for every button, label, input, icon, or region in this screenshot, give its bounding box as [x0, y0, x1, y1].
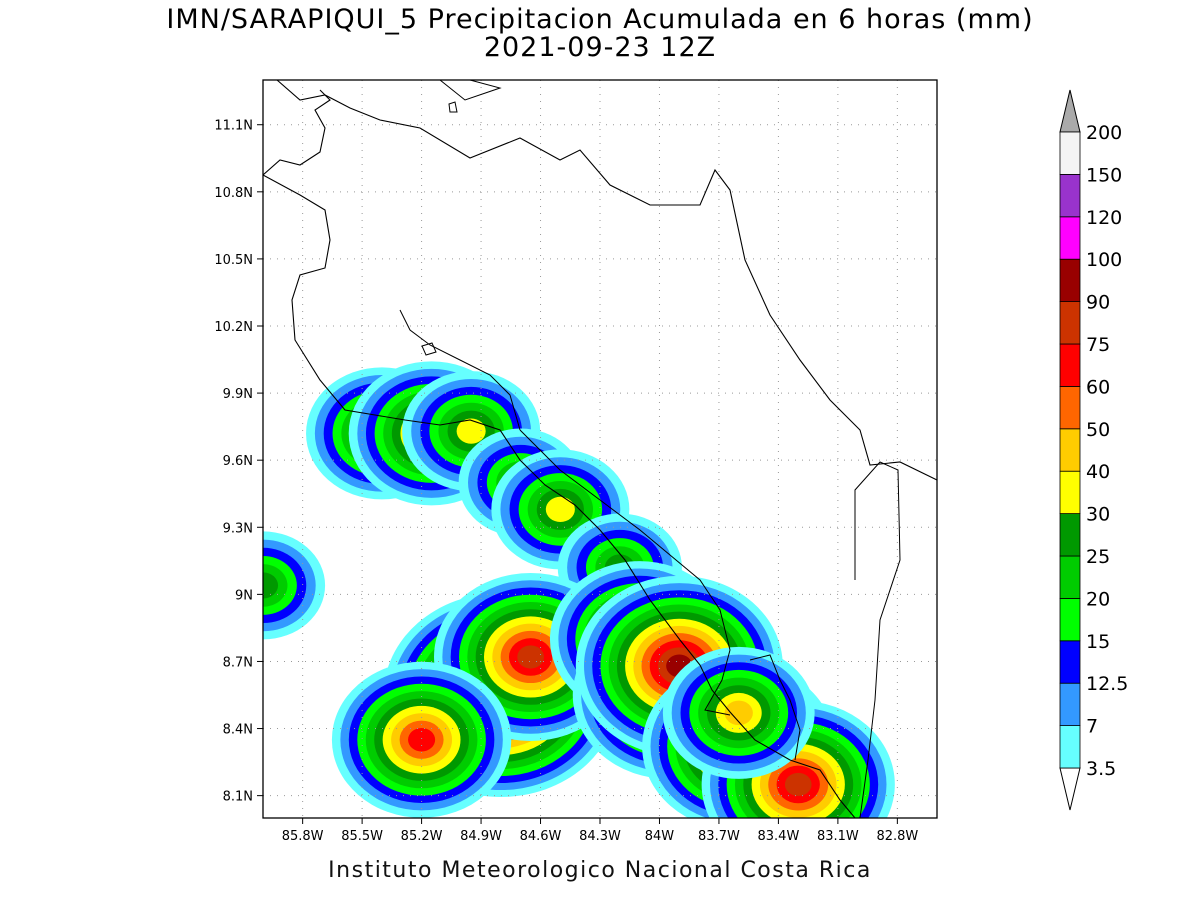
- colorbar-label: 60: [1086, 376, 1110, 398]
- colorbar-swatch: [1059, 513, 1081, 557]
- colorbar-label: 20: [1086, 588, 1110, 610]
- colorbar-label: 30: [1086, 504, 1110, 526]
- colorbar-swatch: [1059, 216, 1081, 260]
- precip-contour: [456, 418, 486, 444]
- map-title: IMN/SARAPIQUI_5 Precipitacion Acumulada …: [166, 4, 1034, 35]
- lon-tick-label: 85.5W: [341, 829, 383, 844]
- caribbean-coast: [519, 429, 731, 716]
- colorbar-label: 15: [1086, 631, 1110, 653]
- colorbar-swatch: [1059, 173, 1081, 218]
- map-frame: [262, 79, 938, 819]
- lon-tick-label: 84W: [645, 829, 675, 844]
- lat-lon-grid: [257, 80, 937, 824]
- credit-footer: Instituto Meteorologico Nacional Costa R…: [328, 858, 872, 883]
- colorbar-label: 50: [1086, 419, 1110, 441]
- lon-tick-label: 85.8W: [282, 829, 324, 844]
- precip-contour: [263, 572, 279, 599]
- colorbar-label: 7: [1086, 716, 1098, 738]
- colorbar-swatch: [1059, 555, 1081, 599]
- coastline: [263, 80, 937, 818]
- colorbar-swatch: [1059, 640, 1081, 684]
- lon-tick-label: 84.9W: [460, 829, 502, 844]
- colorbar-label: 40: [1086, 461, 1110, 483]
- lat-tick-label: 10.8N: [214, 186, 253, 201]
- lat-tick-label: 9.3N: [223, 521, 253, 536]
- colorbar-label: 150: [1086, 164, 1122, 186]
- colorbar-swatch: [1059, 598, 1081, 642]
- lat-tick-label: 9.9N: [223, 387, 253, 402]
- chira-island: [421, 342, 437, 356]
- precip-contour: [517, 645, 544, 669]
- lat-tick-label: 11.1N: [214, 119, 253, 134]
- colorbar-label: 100: [1086, 249, 1122, 271]
- pacific-coast: [263, 89, 856, 818]
- lat-tick-label: 8.1N: [223, 790, 253, 805]
- lon-tick-label: 85.2W: [401, 829, 443, 844]
- lon-tick-label: 83.4W: [758, 829, 800, 844]
- precip-cell: [662, 646, 815, 779]
- precip-contour: [408, 727, 436, 752]
- nicaragua-coast: [276, 80, 937, 481]
- colorbar-swatch: [1059, 301, 1081, 345]
- gulf-of-nicoya: [399, 309, 521, 431]
- lat-tick-label: 10.5N: [214, 253, 253, 268]
- latitude-labels: 11.1N 10.8N 10.5N 10.2N 9.9N 9.6N 9.3N 9N 8.7N 8.…: [214, 119, 253, 805]
- colorbar-swatch: [1059, 682, 1081, 727]
- map-subtitle-datetime: 2021-09-23 12Z: [483, 32, 717, 63]
- colorbar-under-arrow: [1059, 767, 1081, 811]
- precipitation-field: [263, 361, 895, 818]
- colorbar-label: 12.5: [1086, 673, 1128, 695]
- colorbar-label: 200: [1086, 122, 1122, 144]
- colorbar-label: 75: [1086, 334, 1110, 356]
- precip-contour: [784, 772, 812, 797]
- panama-border: [854, 461, 901, 818]
- colorbar-swatch: [1059, 470, 1081, 515]
- colorbar-label: 3.5: [1086, 758, 1116, 780]
- colorbar-label: 25: [1086, 546, 1110, 568]
- colorbar-legend: 3.5 7 12.5 15 20 25 30 40 50 60 75 90 100 120 150 200: [1059, 89, 1128, 811]
- island-icon: [448, 101, 458, 113]
- lat-tick-label: 10.2N: [214, 320, 253, 335]
- colorbar-swatch: [1059, 131, 1081, 175]
- colorbar-swatch: [1059, 385, 1081, 430]
- colorbar-label: 120: [1086, 207, 1122, 229]
- precip-cell: [263, 531, 326, 640]
- colorbar-swatch: [1059, 258, 1081, 303]
- lon-tick-label: 83.1W: [817, 829, 859, 844]
- colorbar-swatch: [1059, 725, 1081, 769]
- lat-tick-label: 9N: [235, 588, 253, 603]
- lon-tick-label: 84.6W: [520, 829, 562, 844]
- lake-nicaragua-shore: [439, 80, 502, 101]
- colorbar-label: 90: [1086, 292, 1110, 314]
- lat-tick-label: 9.6N: [223, 454, 253, 469]
- colorbar-swatch: [1059, 343, 1081, 387]
- lon-tick-label: 84.3W: [579, 829, 621, 844]
- lon-tick-label: 82.8W: [876, 829, 918, 844]
- lat-tick-label: 8.4N: [223, 723, 253, 738]
- precip-contour: [724, 700, 753, 726]
- lat-tick-label: 8.7N: [223, 655, 253, 670]
- colorbar-over-arrow: [1059, 89, 1081, 133]
- osa-peninsula: [749, 654, 801, 761]
- precip-cell: [331, 661, 512, 818]
- precip-contour: [545, 496, 575, 523]
- colorbar-swatch: [1059, 428, 1081, 472]
- longitude-labels: 85.8W 85.5W 85.2W 84.9W 84.6W 84.3W 84W 83.7W 83…: [282, 829, 919, 844]
- lon-tick-label: 83.7W: [698, 829, 740, 844]
